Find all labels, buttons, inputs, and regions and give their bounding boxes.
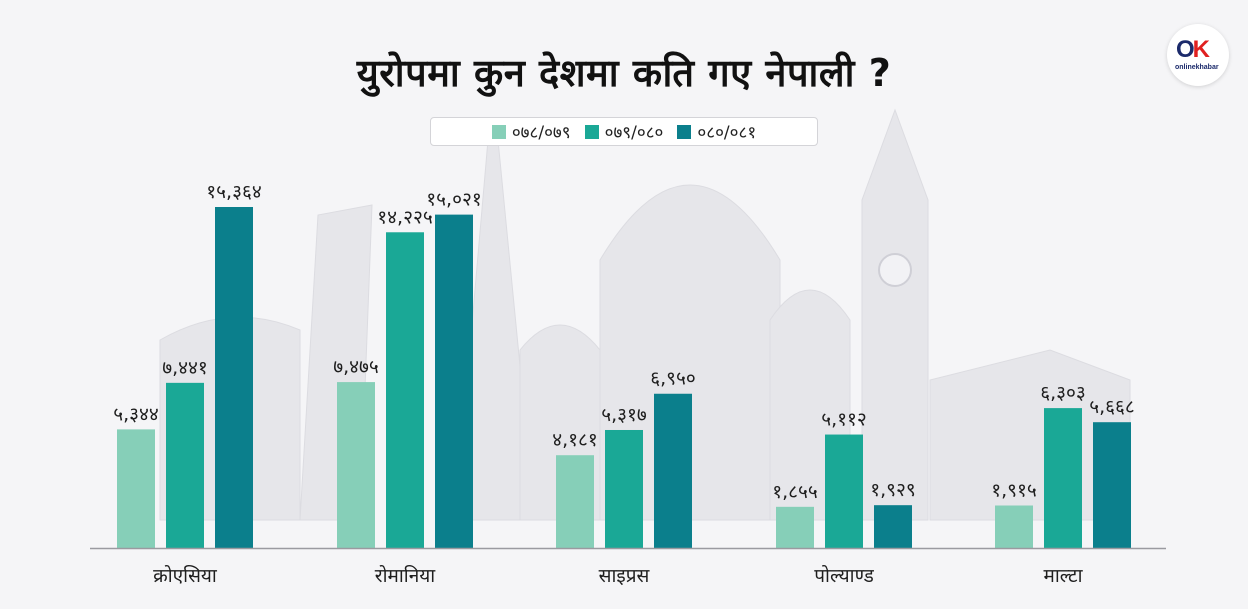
data-label-0-0: ५,३४४ — [113, 403, 159, 425]
bar-0-0 — [117, 429, 155, 548]
bar-2-1 — [605, 429, 643, 548]
category-label-1: रोमानिया — [375, 564, 436, 587]
bar-2-0 — [556, 455, 594, 548]
bar-3-2 — [874, 505, 912, 548]
legend-label-2: ०८०/०८१ — [697, 123, 757, 143]
bar-4-1 — [1044, 408, 1082, 548]
category-label-4: माल्टा — [1043, 565, 1083, 587]
bar-1-0 — [337, 382, 375, 548]
data-label-3-2: १,९२९ — [870, 479, 916, 501]
data-label-3-0: १,८५५ — [772, 481, 818, 503]
legend-item-1: ०७९/०८० — [584, 120, 664, 143]
legend-label-0: ०७८/०७९ — [511, 123, 571, 143]
legend-item-0: ०७८/०७९ — [491, 120, 571, 143]
logo-brand-text: onlinekhabar — [1175, 64, 1219, 71]
bar-4-2 — [1093, 422, 1131, 548]
legend-swatch-2 — [677, 124, 692, 139]
legend-swatch-0 — [491, 124, 506, 139]
bar-3-0 — [776, 506, 814, 548]
legend-swatch-1 — [584, 124, 599, 139]
legend-label-1: ०७९/०८० — [604, 123, 664, 143]
legend-item-2: ०८०/०८१ — [677, 120, 756, 143]
data-label-4-1: ६,३०३ — [1040, 382, 1086, 404]
data-label-1-0: ७,४७५ — [333, 356, 379, 378]
bar-1-2 — [435, 214, 473, 548]
logo-mark-icon: OK — [1176, 36, 1210, 63]
data-label-0-2: १५,३६४ — [206, 181, 261, 203]
data-label-0-1: ७,४४१ — [162, 357, 208, 379]
data-label-4-0: १,९१५ — [991, 479, 1037, 501]
bar-3-1 — [825, 434, 863, 548]
category-label-0: क्रोएसिया — [153, 564, 218, 587]
data-label-3-1: ५,११२ — [821, 409, 867, 431]
bar-2-2 — [654, 393, 692, 548]
data-label-2-2: ६,९५० — [650, 368, 696, 390]
chart-title: युरोपमा कुन देशमा कति गए नेपाली ? — [356, 51, 892, 95]
category-label-3: पोल्याण्ड — [814, 564, 874, 587]
bar-1-1 — [386, 232, 424, 548]
onlinekhabar-logo: OK onlinekhabar — [1167, 24, 1229, 86]
bar-0-1 — [166, 382, 204, 548]
data-label-1-2: १५,०२१ — [426, 189, 481, 211]
category-label-2: साइप्रस — [599, 565, 651, 587]
legend: ०७८/०७९ ०७९/०८० ०८०/०८१ — [430, 117, 818, 146]
data-label-4-2: ५,६६८ — [1089, 396, 1135, 418]
data-label-1-1: १४,२२५ — [377, 206, 432, 228]
bar-4-0 — [995, 505, 1033, 548]
bar-0-2 — [215, 207, 253, 548]
data-label-2-0: ४,१८१ — [552, 429, 598, 451]
data-label-2-1: ५,३१७ — [601, 404, 647, 426]
